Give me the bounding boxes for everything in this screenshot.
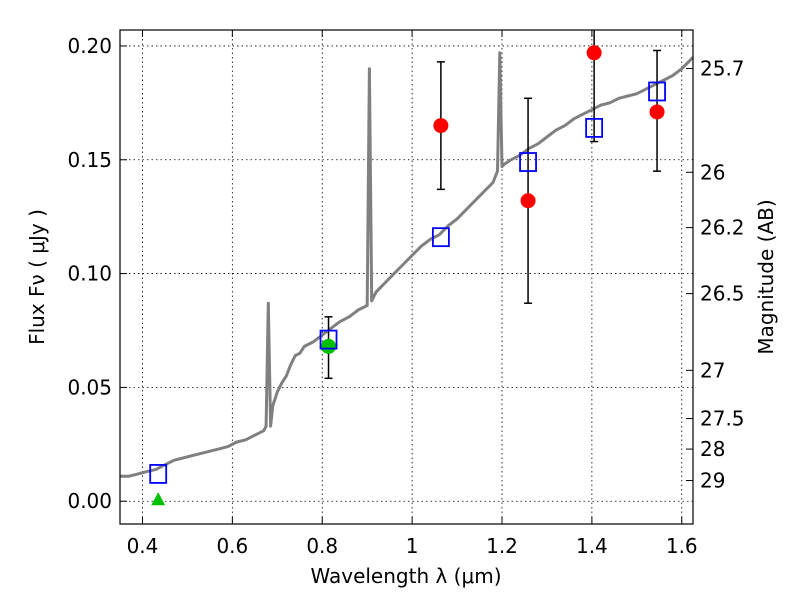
magnitude-axis: 25.7 26 26.2 26.5 27 27.5 28 29 <box>686 56 745 493</box>
model-point-square <box>519 152 537 172</box>
y-axis-label: Flux Fν ( μJy ) <box>25 209 49 345</box>
y-tick-label: 0.10 <box>67 262 112 286</box>
data-point-circle <box>649 104 665 120</box>
magnitude-axis-label: Magnitude (AB) <box>754 199 778 354</box>
model-spectrum-line <box>120 51 695 478</box>
model-point-square <box>319 329 338 350</box>
x-tick-label: 1.6 <box>666 534 698 558</box>
x-tick-label: 1.4 <box>576 534 608 558</box>
data-point-circle <box>520 193 536 209</box>
model-spectrum-layer <box>120 51 695 478</box>
magnitude-tick-label: 28 <box>700 437 725 461</box>
magnitude-tick-label: 27 <box>700 358 725 382</box>
x-tick-label: 0.6 <box>216 534 248 558</box>
model-point-square <box>431 227 450 248</box>
x-tick-label: 0.8 <box>306 534 338 558</box>
y-tick-label: 0.05 <box>67 375 112 399</box>
y-tick-label: 0.15 <box>67 148 112 172</box>
data-point-triangle <box>151 492 166 506</box>
x-tick-label: 0.4 <box>127 534 159 558</box>
model-point-square <box>585 117 604 138</box>
magnitude-tick-label: 25.7 <box>700 56 745 80</box>
data-point-circle <box>586 45 602 61</box>
x-tick-label: 1.2 <box>486 534 518 558</box>
magnitude-tick-label: 26 <box>700 160 725 184</box>
magnitude-tick-label: 29 <box>700 469 725 493</box>
model-point-square <box>149 464 168 484</box>
data-points-layer <box>149 30 666 506</box>
x-axis-label: Wavelength λ (μm) <box>310 564 501 588</box>
y-axis: 0.00 0.05 0.10 0.15 0.20 <box>67 34 127 513</box>
x-axis: 0.4 0.6 0.8 1 1.2 1.4 1.6 <box>127 30 698 558</box>
magnitude-tick-label: 26.5 <box>700 282 745 306</box>
y-tick-label: 0.00 <box>67 489 112 513</box>
data-point-circle <box>321 338 337 354</box>
model-point-square <box>648 81 666 102</box>
x-tick-label: 1 <box>406 534 419 558</box>
y-tick-label: 0.20 <box>67 34 112 58</box>
magnitude-tick-label: 27.5 <box>700 407 745 431</box>
plot-background <box>120 30 693 524</box>
data-point-circle <box>433 118 449 134</box>
magnitude-tick-label: 26.2 <box>700 216 745 240</box>
plot-frame <box>119 29 694 525</box>
